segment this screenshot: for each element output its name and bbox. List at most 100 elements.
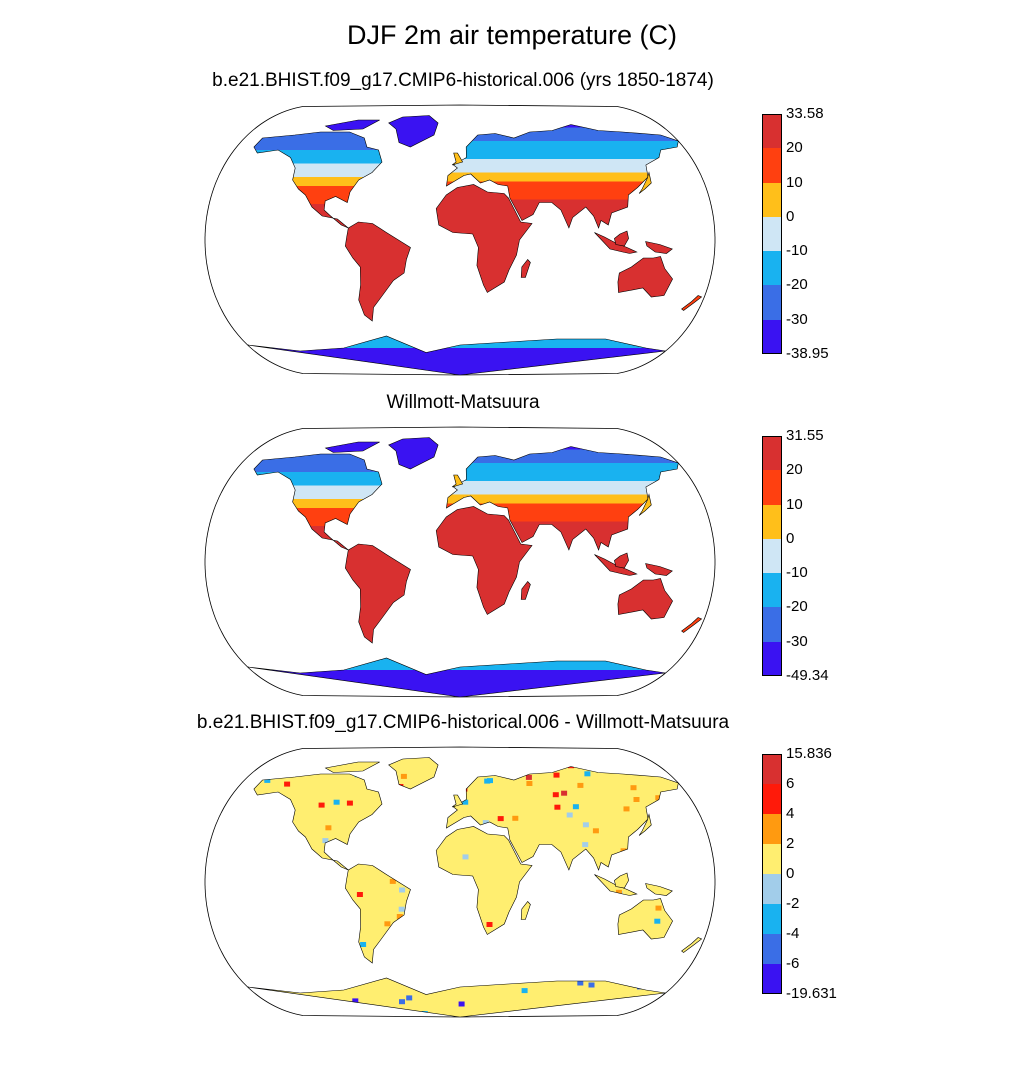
coastline <box>446 446 679 551</box>
colorbar-tick-label: 2 <box>786 835 795 852</box>
temperature-band <box>253 145 383 151</box>
coastline <box>638 171 652 194</box>
difference-cell <box>486 922 493 927</box>
colorbar-swatch <box>762 216 782 252</box>
colorbar-swatch <box>762 114 782 149</box>
difference-cell <box>497 816 504 822</box>
temperature-band <box>253 190 383 196</box>
coastline <box>388 757 439 790</box>
coastline <box>594 874 638 896</box>
temperature-band <box>345 589 411 595</box>
colorbar-swatch <box>762 251 782 286</box>
difference-cell <box>325 825 332 831</box>
temperature-band <box>446 204 679 210</box>
temperature-band <box>614 240 629 246</box>
temperature-band <box>614 557 629 563</box>
temperature-band <box>594 566 637 572</box>
colorbar-tick-label: 0 <box>786 865 795 882</box>
temperature-band <box>521 262 531 268</box>
difference-cell <box>526 781 533 786</box>
colorbar-tick-label: -10 <box>786 242 808 260</box>
coastline <box>520 259 531 278</box>
difference-cell <box>557 1016 563 1021</box>
temperature-band <box>436 226 532 232</box>
temperature-band <box>247 674 666 680</box>
temperature-band <box>446 454 679 460</box>
difference-cell <box>582 822 589 828</box>
coastline <box>253 773 383 871</box>
difference-cell <box>406 995 413 1001</box>
temperature-band <box>253 512 383 518</box>
coastline <box>344 863 411 964</box>
coastline <box>681 937 703 953</box>
temperature-band <box>446 145 679 151</box>
temperature-band <box>253 159 383 165</box>
colorbar-swatch <box>762 607 782 642</box>
difference-cell <box>525 774 532 780</box>
colorbar-tick-label: 0 <box>786 207 795 225</box>
world-map <box>204 746 716 1022</box>
coastline <box>681 295 703 311</box>
temperature-band <box>436 553 532 559</box>
temperature-band <box>253 177 383 183</box>
temperature-band <box>345 289 411 295</box>
panel-title: b.e21.BHIST.f09_g17.CMIP6-historical.006… <box>212 70 714 91</box>
temperature-band <box>436 258 532 264</box>
colorbar-swatch <box>762 964 782 994</box>
temperature-band <box>617 607 673 613</box>
difference-cell <box>615 889 622 895</box>
temperature-band <box>446 141 679 147</box>
colorbar-swatch <box>762 285 782 320</box>
colorbar-swatch <box>762 436 782 471</box>
temperature-band <box>446 467 679 473</box>
temperature-band <box>617 258 673 264</box>
temperature-band <box>436 208 532 214</box>
difference-cell <box>333 799 340 805</box>
temperature-band <box>436 566 532 572</box>
temperature-band <box>253 150 383 156</box>
coastline <box>324 119 380 131</box>
coastline <box>435 826 533 935</box>
difference-cell <box>322 838 329 844</box>
temperature-band <box>521 271 531 277</box>
colorbar-swatch <box>762 182 782 217</box>
colorbar-tick-label: -30 <box>786 632 808 650</box>
coastline <box>388 437 439 470</box>
difference-cell <box>592 1016 598 1021</box>
temperature-band <box>253 132 383 138</box>
colorbar-tick-label: -4 <box>786 925 800 942</box>
temperature-band <box>446 530 679 536</box>
temperature-band <box>253 508 383 514</box>
temperature-band <box>436 589 532 595</box>
temperature-band <box>521 267 531 273</box>
colorbar-tick-label: -2 <box>786 895 800 912</box>
temperature-band <box>253 517 383 523</box>
temperature-band <box>253 485 383 491</box>
difference-cell <box>484 1017 490 1022</box>
coastline <box>617 256 673 298</box>
temperature-band <box>253 481 383 487</box>
temperature-band <box>436 280 532 286</box>
temperature-band <box>617 271 673 277</box>
difference-cell <box>389 878 396 884</box>
difference-cell <box>396 914 403 919</box>
coastline <box>451 474 464 488</box>
temperature-band <box>388 127 439 133</box>
difference-cell <box>402 1016 408 1021</box>
colorbar-swatch <box>762 538 782 574</box>
colorbar-tick-label: 4 <box>786 805 795 822</box>
colorbar-swatch <box>762 844 782 874</box>
difference-cell <box>400 773 407 779</box>
temperature-band <box>617 580 673 586</box>
temperature-band <box>617 262 673 268</box>
temperature-band <box>253 204 383 210</box>
temperature-band <box>436 602 532 608</box>
temperature-band <box>436 517 532 523</box>
difference-cell <box>512 815 519 821</box>
difference-base <box>521 901 531 920</box>
difference-cell <box>568 766 574 769</box>
temperature-band <box>345 240 411 246</box>
temperature-band <box>247 692 666 697</box>
temperature-band <box>247 357 666 363</box>
continent-arctic <box>325 442 380 453</box>
